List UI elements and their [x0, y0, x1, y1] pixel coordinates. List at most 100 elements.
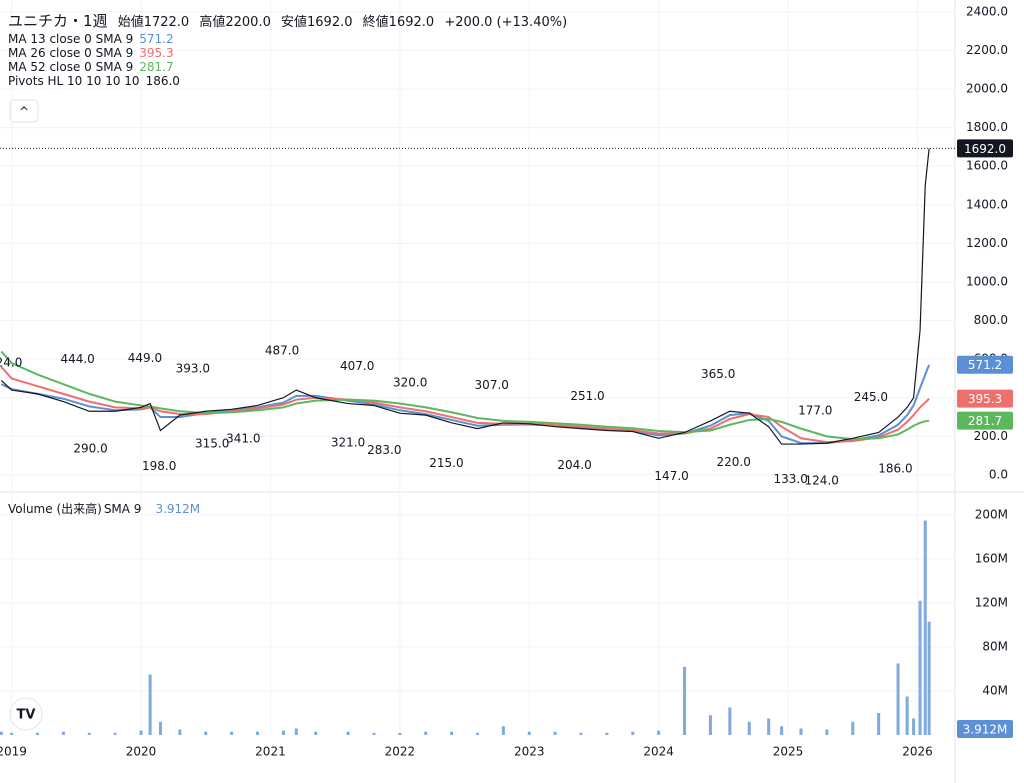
y-tick-label: 2000.0 [966, 81, 1008, 95]
volume-bar [314, 731, 318, 735]
volume-bar [178, 729, 182, 735]
volume-bar [728, 707, 732, 735]
volume-bar [346, 731, 350, 735]
volume-bar [657, 730, 661, 735]
volume-legend: Volume (出来高) SMA 9 3.912M [8, 500, 206, 517]
x-tick-label: 2021 [255, 745, 286, 759]
volume-bar [631, 731, 635, 735]
pivot-label: 424.0 [0, 356, 22, 370]
volume-bar [683, 666, 687, 735]
volume-tag-label: 3.912M [963, 723, 1008, 737]
volume-bar [905, 696, 909, 735]
x-tick-label: 2025 [773, 745, 804, 759]
legend-name: MA 13 close 0 SMA 9 [8, 32, 134, 46]
pivot-label: 198.0 [142, 459, 176, 473]
volume-bar [527, 731, 531, 735]
high-label: 高値 [199, 15, 226, 30]
volume-bar [113, 732, 117, 735]
legend-name: Pivots HL 10 10 10 10 [8, 74, 140, 88]
high: 2200.0 [225, 15, 271, 30]
price-tag [957, 411, 1013, 430]
volume-bar [158, 721, 162, 735]
volume-bar [912, 718, 916, 735]
pivot-label: 365.0 [701, 367, 735, 381]
price-tag-label: 571.2 [968, 358, 1002, 372]
volume-title: Volume (出来高) [8, 502, 102, 516]
symbol: ユニチカ・1週 [8, 12, 108, 30]
x-tick-label: 2020 [126, 745, 157, 759]
pivot-label: 283.0 [367, 443, 401, 457]
legend-row: Pivots HL 10 10 10 10 186.0 [8, 74, 186, 88]
legend-value: 395.3 [139, 46, 174, 60]
volume-bar [256, 731, 260, 735]
pivot-label: 147.0 [654, 469, 688, 483]
pivot-label: 245.0 [854, 390, 888, 404]
y-tick-label: 1200.0 [966, 236, 1008, 250]
legend-value: 186.0 [145, 74, 180, 88]
pivot-label: 444.0 [60, 352, 94, 366]
volume-bar [851, 721, 855, 735]
pivot-label: 220.0 [717, 455, 751, 469]
legend-row: MA 52 close 0 SMA 9 281.7 [8, 60, 186, 74]
pivot-label: 393.0 [176, 362, 210, 376]
ma-line [0, 350, 930, 441]
x-tick-label: 2023 [514, 745, 545, 759]
volume-bar [294, 728, 298, 735]
legend-row: MA 26 close 0 SMA 9 395.3 [8, 46, 186, 60]
price-tag [957, 355, 1013, 374]
volume-bar [87, 732, 91, 735]
x-tick-label: 2022 [385, 745, 416, 759]
volume-bar [0, 731, 3, 735]
low: 1692.0 [307, 15, 353, 30]
volume-bar [36, 732, 40, 735]
y-tick-label: 200.0 [974, 429, 1008, 443]
legend-name: MA 26 close 0 SMA 9 [8, 46, 134, 60]
price-tag [957, 139, 1013, 158]
y-tick-label: 2400.0 [966, 4, 1008, 18]
open: 1722.0 [143, 15, 190, 30]
volume-bar [579, 732, 583, 735]
collapse-icon[interactable]: ^ [19, 105, 29, 119]
volume-bar [708, 715, 712, 735]
y-tick-label: 1000.0 [966, 274, 1008, 288]
volume-tag [957, 720, 1013, 738]
volume-bar [230, 731, 234, 735]
volume-bar [877, 713, 881, 735]
pivot-label: 186.0 [878, 462, 912, 476]
price-tag [957, 389, 1013, 408]
volume-bar [398, 732, 402, 735]
y-tick-label: 160M [975, 552, 1008, 566]
volume-bar [605, 732, 609, 735]
volume-sma-value: 3.912M [155, 502, 201, 516]
pivot-label: 204.0 [557, 458, 591, 472]
pivot-label: 251.0 [570, 389, 604, 403]
volume-bar [553, 731, 557, 735]
change: +200.0 (+13.40%) [444, 15, 568, 30]
price-tag-label: 281.7 [968, 414, 1002, 428]
svg-text:TV: TV [17, 708, 36, 723]
volume-bar [476, 732, 479, 735]
logo: TV [9, 697, 43, 731]
y-tick-label: 2200.0 [966, 43, 1008, 57]
volume-bar [799, 728, 803, 735]
volume-bar [204, 731, 208, 735]
volume-bar [139, 730, 143, 735]
volume-bar [747, 721, 751, 735]
legend-row: MA 13 close 0 SMA 9 571.2 [8, 32, 186, 46]
y-tick-label: 1400.0 [966, 197, 1008, 211]
close-label: 終値 [362, 15, 389, 30]
volume-bar [918, 600, 922, 735]
pivot-label: 215.0 [429, 456, 463, 470]
x-tick-label: 2026 [902, 745, 933, 759]
y-tick-label: 200M [975, 508, 1008, 522]
pivot-label: 320.0 [393, 376, 427, 390]
y-tick-label: 80M [982, 640, 1008, 654]
legend: MA 13 close 0 SMA 9 571.2 MA 26 close 0 S… [8, 32, 186, 88]
x-tick-label: 2019 [0, 745, 27, 759]
volume-bar [767, 718, 771, 735]
collapse-button[interactable] [9, 99, 39, 123]
low-label: 安値 [281, 15, 308, 30]
pivot-label: 307.0 [475, 378, 509, 392]
volume-sma: SMA 9 [103, 502, 142, 516]
